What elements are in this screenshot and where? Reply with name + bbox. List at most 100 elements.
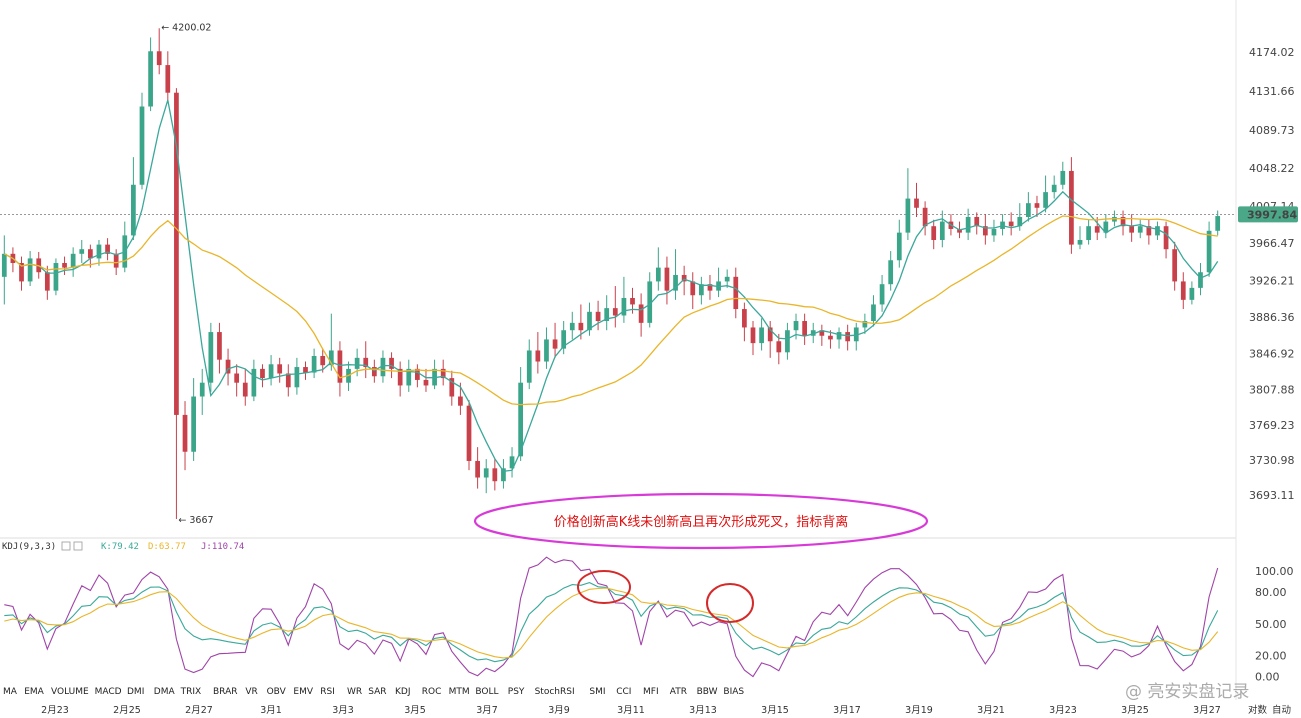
indicator-tab-cci[interactable]: CCI xyxy=(616,687,631,697)
candle-body xyxy=(1189,287,1195,300)
settings-icon[interactable] xyxy=(61,541,71,551)
candle-body xyxy=(466,405,472,461)
divergence-circle-2 xyxy=(706,583,754,623)
indicator-tab-vr[interactable]: VR xyxy=(245,687,257,697)
price-tick-label: 3926.21 xyxy=(1249,274,1295,287)
date-axis: 2月23 2月25 2月27 3月1 3月3 3月5 3月7 3月9 3月11 3月13 3月15 3… xyxy=(41,705,1221,716)
candle-body xyxy=(225,359,231,374)
candle-body xyxy=(1008,221,1014,227)
candle-body xyxy=(1206,230,1212,273)
indicator-tab-wr[interactable]: WR xyxy=(347,687,362,697)
indicator-tab-stochrsi[interactable]: StochRSI xyxy=(535,687,575,697)
indicator-tab-volume[interactable]: VOLUME xyxy=(51,687,89,697)
candle-body xyxy=(750,327,756,344)
candle-body xyxy=(260,368,265,379)
candle-body xyxy=(595,311,601,322)
indicator-tab-macd[interactable]: MACD xyxy=(95,687,122,697)
candle-body xyxy=(664,267,670,291)
ma-slow-line xyxy=(3,215,1218,406)
indicator-tab-kdj[interactable]: KDJ xyxy=(395,687,411,697)
candle-body xyxy=(354,357,360,369)
candle-body xyxy=(251,368,257,397)
kdj-tick-label: 100.00 xyxy=(1255,565,1294,578)
indicator-tab-atr[interactable]: ATR xyxy=(670,687,687,697)
candle-body xyxy=(174,92,179,415)
candle-body xyxy=(879,284,885,305)
candle-body xyxy=(905,198,911,233)
price-tick-label: 3886.36 xyxy=(1249,311,1295,324)
indicator-tab-bias[interactable]: BIAS xyxy=(723,687,744,697)
candle-body xyxy=(70,253,76,268)
candle-body xyxy=(19,263,24,282)
price-tick-label: 3807.88 xyxy=(1249,383,1295,396)
date-tick-label: 3月25 xyxy=(1121,705,1149,716)
kdj-legend-d: D:63.77 xyxy=(148,542,186,552)
kdj-legend-label: KDJ(9,3,3) xyxy=(2,542,56,552)
indicator-tab-boll[interactable]: BOLL xyxy=(475,687,498,697)
price-tick-label: 3730.98 xyxy=(1249,454,1295,467)
indicator-tab-mtm[interactable]: MTM xyxy=(449,687,470,697)
close-icon[interactable] xyxy=(73,541,83,551)
date-tick-label: 3月21 xyxy=(977,705,1005,716)
indicator-tab-sar[interactable]: SAR xyxy=(368,687,386,697)
candle-body xyxy=(544,339,549,362)
candle-body xyxy=(965,216,971,233)
date-tick-label: 3月17 xyxy=(833,705,861,716)
candle-body xyxy=(535,350,541,362)
candle-body xyxy=(113,253,119,268)
annotation-text: 价格创新高K线未创新高且再次形成死叉，指标背离 xyxy=(554,514,849,530)
candle-body xyxy=(802,321,807,336)
indicator-tab-smi[interactable]: SMI xyxy=(589,687,605,697)
candle-body xyxy=(303,367,308,373)
candle-body xyxy=(655,267,661,282)
candle-body xyxy=(552,339,558,349)
candle-body xyxy=(853,327,859,342)
candle-body xyxy=(698,284,704,296)
kdj-tick-label: 50.00 xyxy=(1255,618,1287,631)
candle-body xyxy=(389,357,394,369)
indicator-tab-trix[interactable]: TRIX xyxy=(180,687,202,697)
candle-body xyxy=(888,260,894,285)
auto-scale-toggle[interactable]: 自动 xyxy=(1272,704,1291,716)
date-tick-label: 3月23 xyxy=(1049,705,1077,716)
log-scale-toggle[interactable]: 对数 xyxy=(1248,704,1268,716)
date-tick-label: 3月27 xyxy=(1193,705,1221,716)
low-price-label: ← 3667 xyxy=(178,515,213,526)
indicator-tab-ema[interactable]: EMA xyxy=(24,687,44,697)
candle-body xyxy=(27,258,33,282)
candle-body xyxy=(139,106,145,185)
indicator-tab-bbw[interactable]: BBW xyxy=(697,687,718,697)
indicator-tab-mfi[interactable]: MFI xyxy=(643,687,659,697)
indicator-tab-brar[interactable]: BRAR xyxy=(213,687,237,697)
date-tick-label: 2月23 xyxy=(41,705,69,716)
kdj-panel xyxy=(4,556,1219,678)
candle-body xyxy=(569,322,575,331)
candle-body xyxy=(914,198,919,208)
indicator-tab-dmi[interactable]: DMI xyxy=(127,687,144,697)
kdj-legend-k: K:79.42 xyxy=(101,542,139,552)
candle-body xyxy=(982,226,988,236)
date-tick-label: 2月27 xyxy=(185,705,213,716)
candle-body xyxy=(518,382,524,457)
candle-body xyxy=(199,382,205,397)
indicator-tab-obv[interactable]: OBV xyxy=(267,687,287,697)
indicator-tab-rsi[interactable]: RSI xyxy=(320,687,335,697)
kdj-legend-j: J:110.74 xyxy=(201,542,244,552)
candle-body xyxy=(742,309,747,328)
kdj-j-line xyxy=(4,556,1219,678)
candle-body xyxy=(819,330,825,336)
indicator-tab-roc[interactable]: ROC xyxy=(422,687,442,697)
price-tick-label: 4131.66 xyxy=(1249,85,1295,98)
candle-body xyxy=(526,350,532,383)
candle-body xyxy=(612,308,618,316)
indicator-tab-emv[interactable]: EMV xyxy=(293,687,313,697)
indicator-tab-dma[interactable]: DMA xyxy=(154,687,176,697)
kdj-tick-label: 20.00 xyxy=(1255,650,1287,663)
price-tick-label: 4174.02 xyxy=(1249,46,1295,59)
indicator-tab-ma[interactable]: MA xyxy=(3,687,18,697)
candle-body xyxy=(440,368,446,379)
indicator-tab-psy[interactable]: PSY xyxy=(508,687,525,697)
date-tick-label: 3月3 xyxy=(332,705,354,716)
candle-body xyxy=(957,228,962,233)
